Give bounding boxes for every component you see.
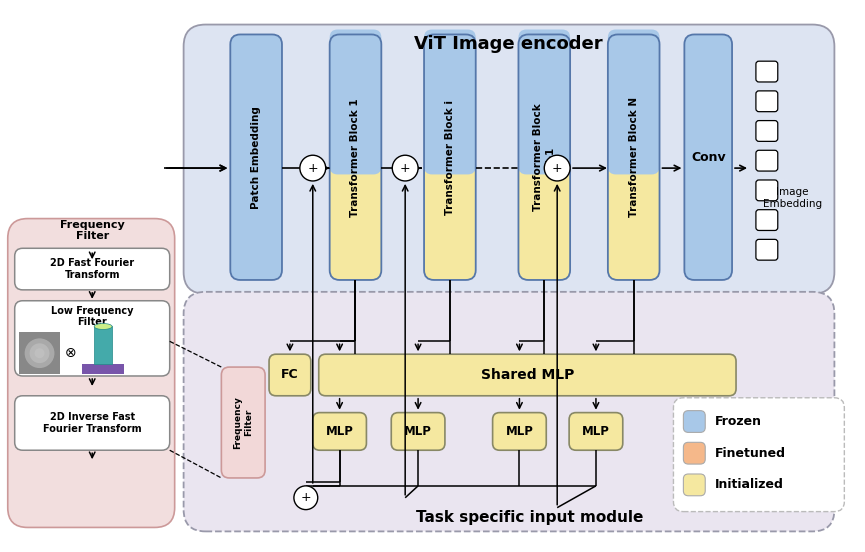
FancyBboxPatch shape	[183, 292, 835, 532]
Circle shape	[300, 155, 326, 181]
Text: 2D Fast Fourier
Transform: 2D Fast Fourier Transform	[50, 258, 134, 280]
Circle shape	[24, 338, 54, 368]
Bar	[94, 326, 112, 364]
FancyBboxPatch shape	[15, 248, 170, 290]
Text: MLP: MLP	[404, 425, 432, 438]
FancyBboxPatch shape	[683, 442, 705, 464]
FancyBboxPatch shape	[518, 160, 570, 280]
FancyBboxPatch shape	[569, 412, 623, 450]
Text: Initialized: Initialized	[715, 479, 784, 491]
Text: +: +	[307, 162, 318, 174]
FancyBboxPatch shape	[683, 474, 705, 496]
Ellipse shape	[94, 323, 112, 330]
FancyBboxPatch shape	[608, 29, 659, 174]
Bar	[19, 332, 61, 374]
Text: Frozen: Frozen	[715, 415, 762, 428]
FancyBboxPatch shape	[756, 150, 778, 171]
FancyBboxPatch shape	[318, 354, 736, 396]
Circle shape	[392, 155, 418, 181]
Circle shape	[29, 343, 49, 363]
FancyBboxPatch shape	[313, 412, 367, 450]
FancyBboxPatch shape	[15, 301, 170, 376]
FancyBboxPatch shape	[221, 367, 265, 478]
FancyBboxPatch shape	[183, 24, 835, 294]
Text: Transformer Block 1: Transformer Block 1	[350, 98, 361, 216]
Circle shape	[544, 155, 570, 181]
Text: FC: FC	[281, 369, 298, 381]
Text: Transformer Block
N-1: Transformer Block N-1	[534, 103, 555, 211]
FancyBboxPatch shape	[674, 398, 844, 512]
FancyBboxPatch shape	[756, 120, 778, 141]
Text: ⊗: ⊗	[65, 346, 76, 360]
FancyBboxPatch shape	[391, 412, 445, 450]
FancyBboxPatch shape	[330, 160, 381, 280]
Circle shape	[35, 348, 44, 358]
Text: MLP: MLP	[505, 425, 534, 438]
Text: ViT Image encoder: ViT Image encoder	[414, 35, 603, 54]
FancyBboxPatch shape	[683, 411, 705, 432]
Text: +: +	[400, 162, 411, 174]
Text: Frequency
Filter: Frequency Filter	[234, 396, 253, 449]
FancyBboxPatch shape	[8, 219, 175, 528]
FancyBboxPatch shape	[518, 29, 570, 174]
FancyBboxPatch shape	[269, 354, 311, 396]
FancyBboxPatch shape	[230, 34, 282, 280]
Text: Transformer Block N: Transformer Block N	[629, 97, 638, 217]
Text: Task specific input module: Task specific input module	[416, 510, 643, 525]
Text: Finetuned: Finetuned	[715, 447, 786, 460]
Bar	[82, 364, 124, 374]
FancyBboxPatch shape	[756, 180, 778, 201]
Text: Conv: Conv	[691, 151, 726, 164]
Text: Patch Embedding: Patch Embedding	[251, 106, 261, 209]
Text: +: +	[300, 491, 311, 504]
FancyBboxPatch shape	[424, 160, 476, 280]
Text: Low Frequency
Filter: Low Frequency Filter	[51, 306, 133, 327]
Text: +: +	[552, 162, 562, 174]
FancyBboxPatch shape	[756, 91, 778, 112]
Text: 2D Inverse Fast
Fourier Transform: 2D Inverse Fast Fourier Transform	[43, 412, 142, 434]
FancyBboxPatch shape	[608, 160, 659, 280]
Text: Frequency
Filter: Frequency Filter	[60, 220, 125, 241]
FancyBboxPatch shape	[684, 34, 732, 280]
FancyBboxPatch shape	[756, 240, 778, 260]
FancyBboxPatch shape	[492, 412, 547, 450]
FancyBboxPatch shape	[330, 29, 381, 174]
FancyBboxPatch shape	[756, 210, 778, 231]
FancyBboxPatch shape	[424, 29, 476, 174]
Text: Image
Embedding: Image Embedding	[763, 187, 823, 209]
FancyBboxPatch shape	[756, 61, 778, 82]
Text: MLP: MLP	[325, 425, 354, 438]
Text: Transformer Block i: Transformer Block i	[445, 100, 455, 215]
Text: MLP: MLP	[582, 425, 610, 438]
Circle shape	[294, 486, 317, 509]
Text: Shared MLP: Shared MLP	[481, 368, 574, 382]
FancyBboxPatch shape	[15, 396, 170, 450]
